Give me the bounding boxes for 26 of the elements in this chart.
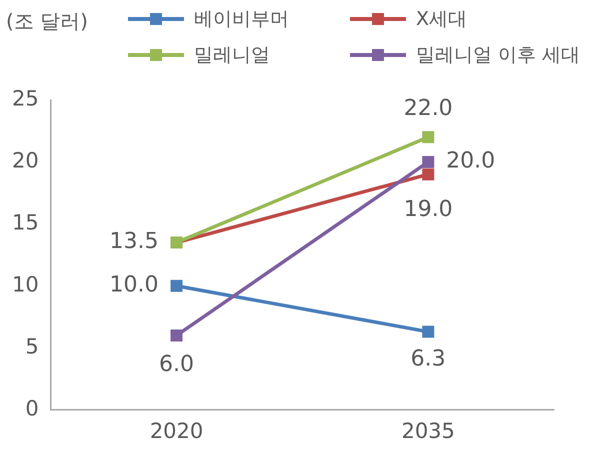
point bbox=[170, 280, 183, 292]
y-tick-label: 15 bbox=[12, 210, 39, 234]
y-tick-label: 10 bbox=[12, 272, 39, 296]
point bbox=[422, 131, 434, 144]
data-label: 6.3 bbox=[410, 346, 446, 372]
data-label: 22.0 bbox=[404, 96, 453, 121]
y-tick-label: 0 bbox=[25, 396, 39, 420]
y-tick-label: 5 bbox=[25, 334, 39, 358]
legend-label: X세대 bbox=[416, 7, 468, 32]
data-label: 20.0 bbox=[446, 148, 496, 174]
point bbox=[422, 326, 434, 338]
legend-label: 베이비부머 bbox=[194, 7, 289, 32]
data-label: 19.0 bbox=[404, 197, 453, 222]
y-tick-label: 25 bbox=[12, 86, 39, 110]
y-tick-label: 20 bbox=[12, 148, 39, 172]
x-tick-label: 2035 bbox=[401, 418, 455, 443]
x-tick-label: 2020 bbox=[150, 418, 204, 443]
point bbox=[422, 168, 434, 180]
data-label: 13.5 bbox=[110, 229, 159, 254]
data-label: 6.0 bbox=[159, 352, 194, 378]
point bbox=[170, 329, 183, 342]
legend-label: 밀레니얼 이후 세대 bbox=[416, 43, 580, 68]
y-axis-title: (조 달러) bbox=[6, 8, 88, 35]
point bbox=[422, 156, 434, 168]
data-label: 10.0 bbox=[110, 272, 159, 298]
legend-label: 밀레니얼 bbox=[194, 43, 270, 68]
